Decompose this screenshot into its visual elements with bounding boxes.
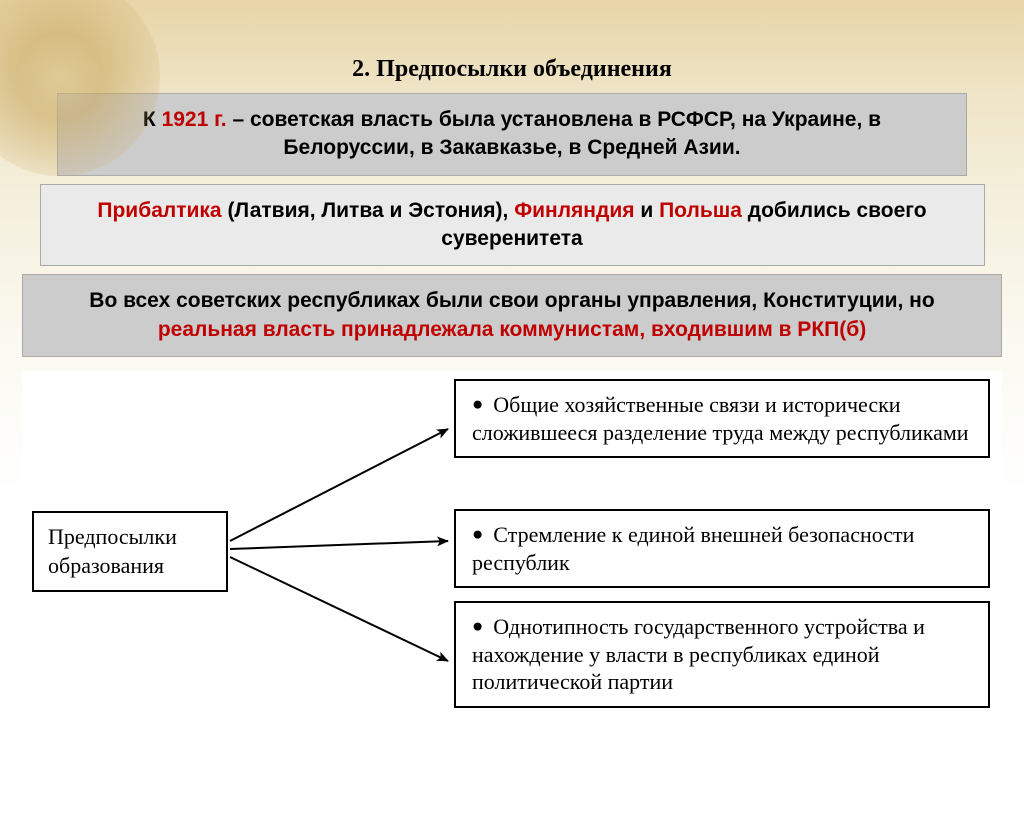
diagram-target-node: Общие хозяйственные связи и исторически … (454, 379, 990, 458)
text-fragment: (Латвия, Литва и Эстония), (222, 199, 515, 222)
text-fragment: – советская власть была установлена в РС… (227, 108, 881, 159)
diagram-source-node: Предпосылки образования (32, 511, 228, 592)
source-label-line1: Предпосылки (48, 523, 212, 552)
text-fragment: реальная власть принадлежала коммунистам… (158, 318, 866, 341)
text-fragment: Польша (659, 199, 742, 222)
diagram-arrow (230, 429, 448, 541)
info-box-1921: К 1921 г. – советская власть была устано… (57, 93, 967, 176)
diagram-target-text: Общие хозяйственные связи и исторически … (472, 391, 972, 446)
diagram-arrow (230, 541, 448, 549)
text-fragment: Финляндия (514, 199, 634, 222)
diagram-target-text: Однотипность государственного устройства… (472, 613, 972, 696)
diagram-arrow (230, 557, 448, 661)
text-fragment: и (634, 199, 659, 222)
diagram-target-node: Стремление к единой внешней безопасности… (454, 509, 990, 588)
diagram-target-node: Однотипность государственного устройства… (454, 601, 990, 708)
text-fragment: 1921 г. (162, 108, 227, 131)
prerequisites-diagram: Предпосылки образования Общие хозяйствен… (22, 371, 1002, 751)
info-box-republics: Во всех советских республиках были свои … (22, 274, 1002, 357)
info-box-baltic: Прибалтика (Латвия, Литва и Эстония), Фи… (40, 184, 985, 267)
text-fragment: Во всех советских республиках были свои … (89, 289, 934, 312)
source-label-line2: образования (48, 552, 212, 581)
text-fragment: Прибалтика (97, 199, 221, 222)
diagram-target-text: Стремление к единой внешней безопасности… (472, 521, 972, 576)
